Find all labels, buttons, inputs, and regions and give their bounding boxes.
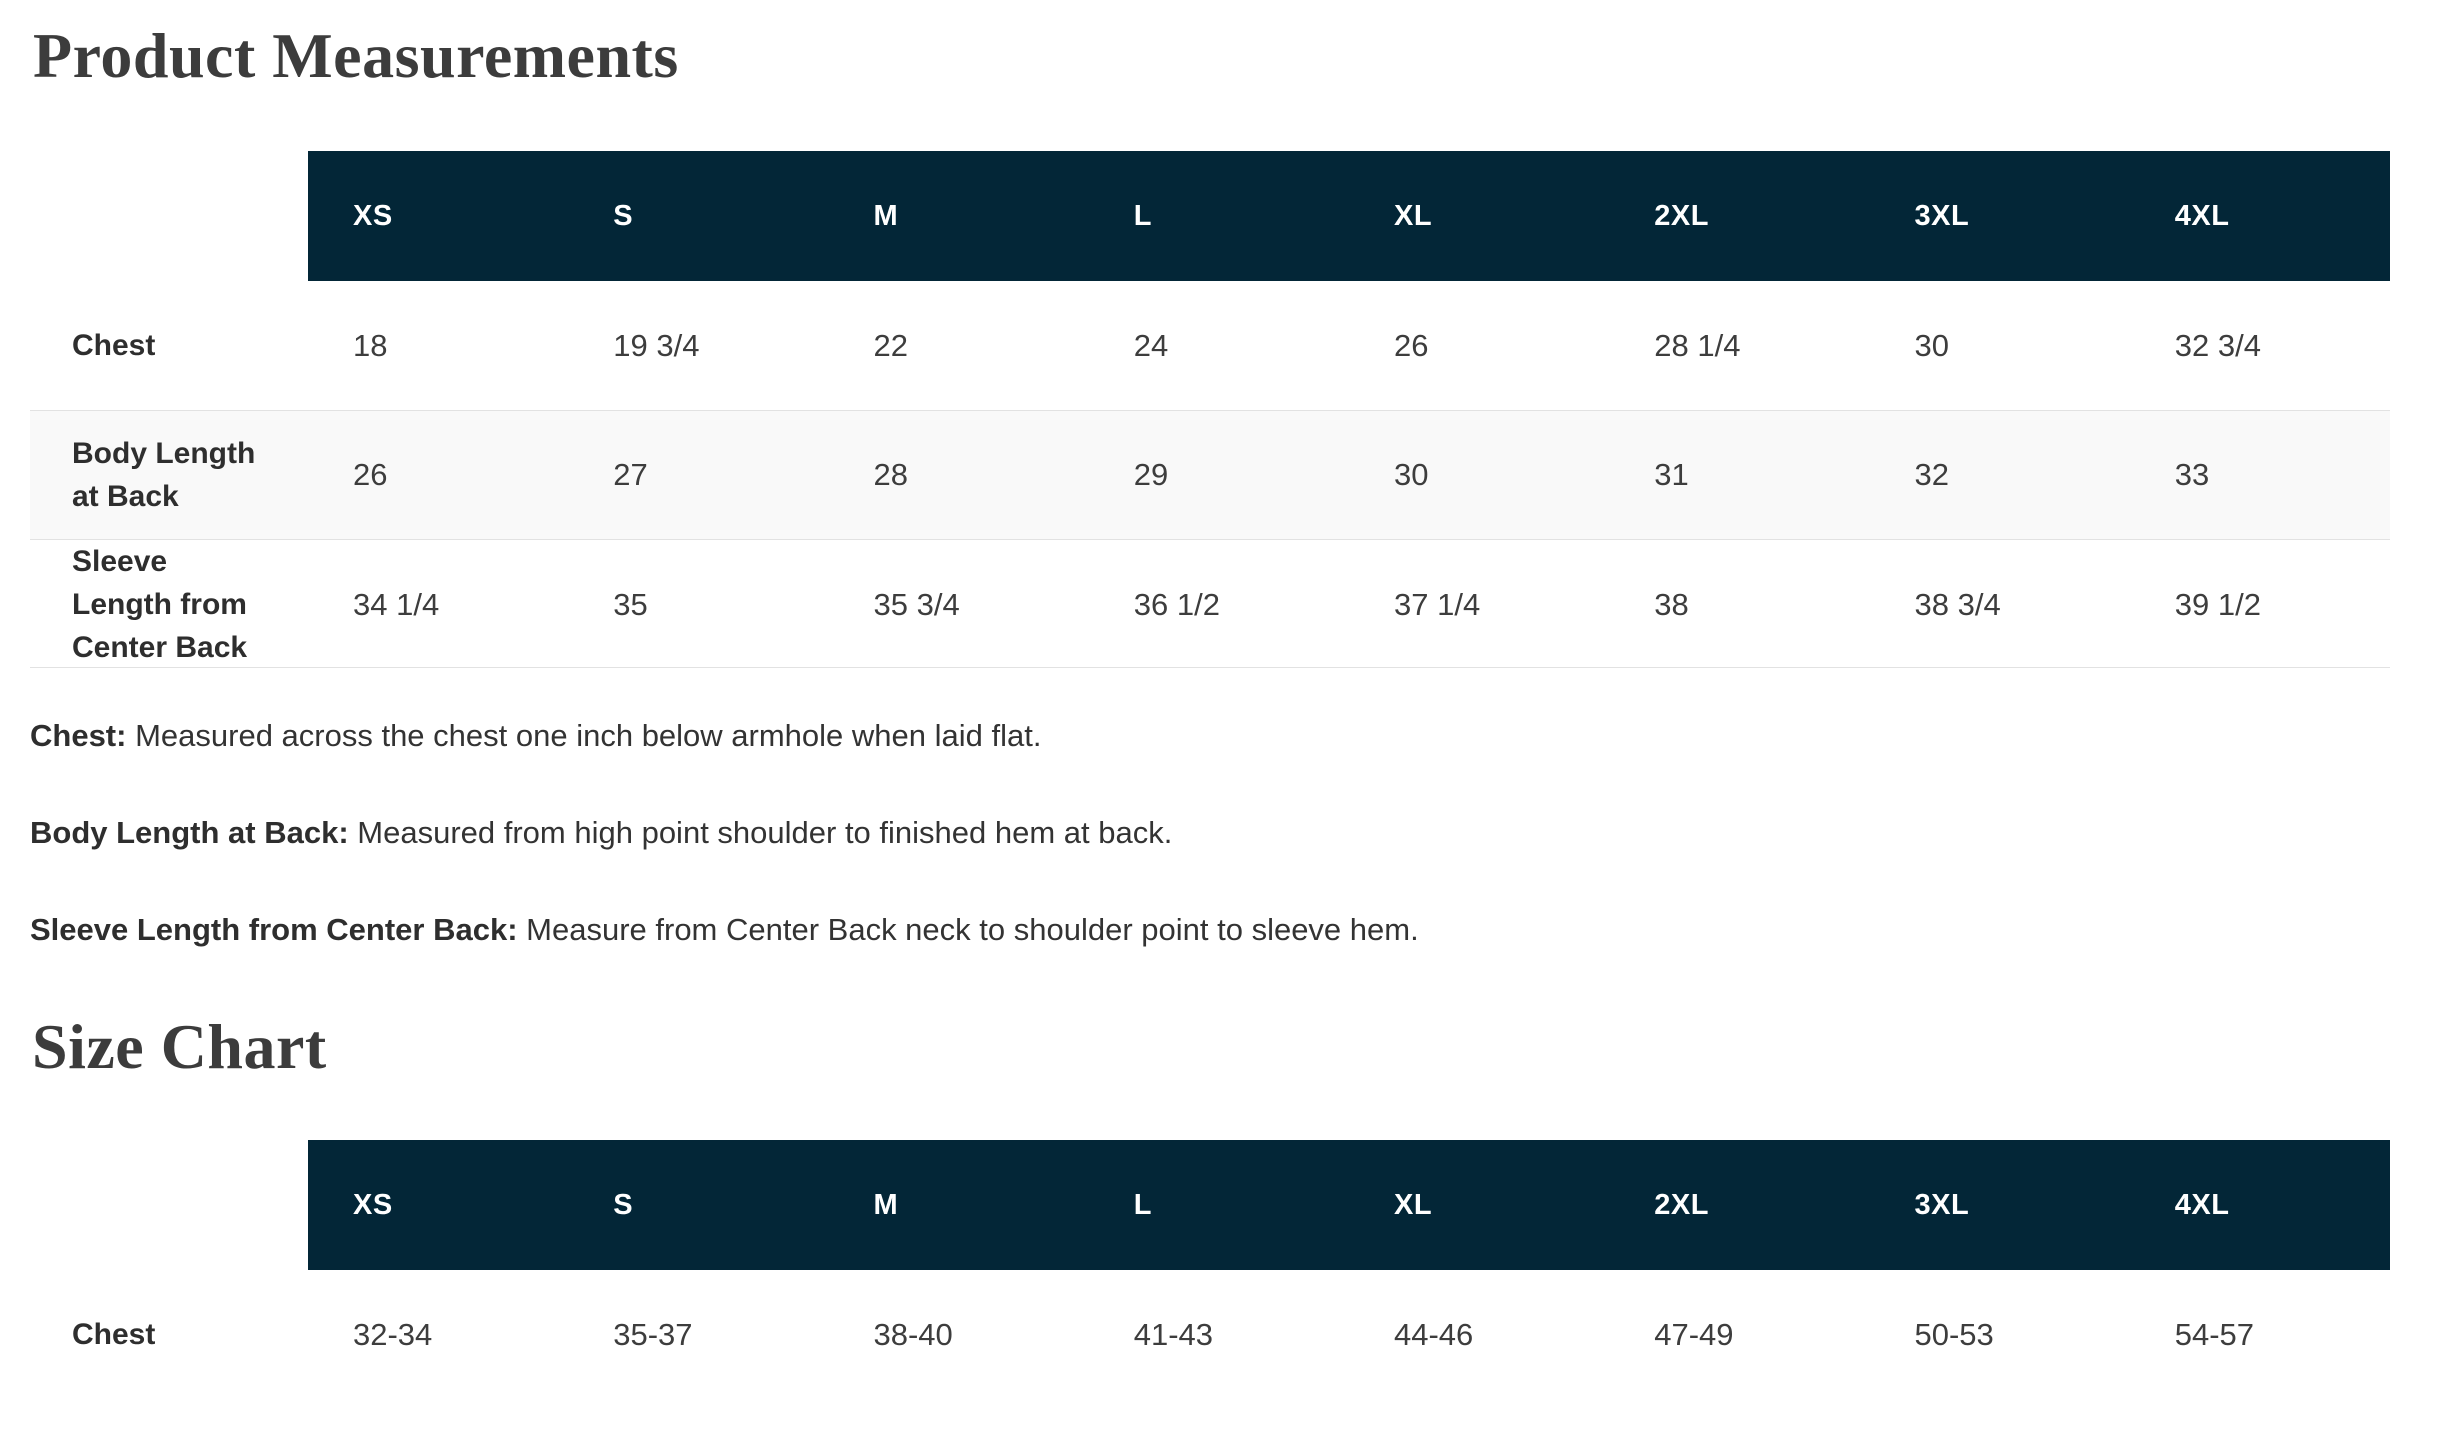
- cell-value: 44-46: [1394, 1316, 1474, 1352]
- size-column-header-2xl: 2XL: [1609, 1140, 1870, 1270]
- size-header-row: XS S M L XL 2XL 3XL 4XL: [30, 151, 2390, 281]
- cell-value: 28 1/4: [1654, 327, 1741, 363]
- note-definition: Measured from high point shoulder to fin…: [357, 815, 1173, 850]
- note-term: Body Length at Back:: [30, 815, 349, 850]
- cell-value: 35 3/4: [873, 586, 960, 622]
- note-definition: Measured across the chest one inch below…: [135, 718, 1042, 753]
- size-column-header-2xl: 2XL: [1609, 151, 1870, 281]
- size-chart-title: Size Chart: [32, 1011, 327, 1082]
- cell-value: 26: [1394, 327, 1429, 363]
- table-row-sleeve-length: Sleeve Length from Center Back 34 1/4 35…: [30, 539, 2390, 668]
- row-label: Chest: [72, 329, 156, 362]
- cell-value: 28: [873, 457, 908, 492]
- size-column-header-l: L: [1088, 151, 1349, 281]
- row-label: Chest: [72, 1318, 156, 1351]
- cell-value: 32 3/4: [2174, 327, 2261, 363]
- cell-value: 54-57: [2174, 1316, 2255, 1352]
- cell-value: 33: [2174, 457, 2210, 492]
- page-title: Product Measurements: [33, 20, 679, 91]
- size-header-row: XS S M L XL 2XL 3XL 4XL: [30, 1140, 2390, 1270]
- size-column-header-3xl: 3XL: [1869, 1140, 2130, 1270]
- size-chart-table: XS S M L XL 2XL 3XL 4XL Chest 32-34 35-3…: [30, 1140, 2390, 1399]
- note-sleeve-length: Sleeve Length from Center Back: Measure …: [30, 908, 2390, 952]
- row-label: Body Length at Back: [72, 437, 256, 513]
- cell-value: 30: [1394, 457, 1429, 492]
- cell-value: 31: [1654, 457, 1689, 492]
- measurement-notes: Chest: Measured across the chest one inc…: [30, 714, 2390, 952]
- note-definition: Measure from Center Back neck to shoulde…: [526, 912, 1419, 947]
- cell-value: 26: [353, 457, 388, 492]
- row-label: Sleeve Length from Center Back: [72, 545, 248, 664]
- table-row-chest: Chest 32-34 35-37 38-40 41-43 44-46 47-4…: [30, 1270, 2390, 1399]
- size-column-header-m: M: [828, 1140, 1089, 1270]
- size-column-header-s: S: [568, 1140, 829, 1270]
- header-corner-cell: [30, 151, 308, 281]
- cell-value: 38-40: [873, 1316, 953, 1352]
- size-column-header-3xl: 3XL: [1869, 151, 2130, 281]
- size-column-header-l: L: [1088, 1140, 1349, 1270]
- note-term: Sleeve Length from Center Back:: [30, 912, 518, 947]
- cell-value: 39 1/2: [2174, 586, 2261, 622]
- size-column-header-xs: XS: [308, 1140, 569, 1270]
- table-row-body-length: Body Length at Back 26 27 28 29 30 31 32…: [30, 410, 2390, 539]
- cell-value: 35-37: [613, 1316, 693, 1352]
- size-column-header-4xl: 4XL: [2129, 151, 2390, 281]
- cell-value: 41-43: [1133, 1316, 1214, 1352]
- note-chest: Chest: Measured across the chest one inc…: [30, 714, 2390, 758]
- cell-value: 27: [613, 457, 648, 492]
- note-body-length: Body Length at Back: Measured from high …: [30, 811, 2390, 855]
- cell-value: 37 1/4: [1394, 586, 1481, 622]
- cell-value: 36 1/2: [1133, 586, 1220, 622]
- size-guide-page: Product Measurements XS S M L XL 2XL 3XL…: [30, 20, 2390, 1399]
- header-corner-cell: [30, 1140, 308, 1270]
- cell-value: 30: [1914, 327, 1949, 363]
- cell-value: 18: [353, 327, 388, 363]
- cell-value: 32-34: [353, 1316, 433, 1352]
- size-column-header-4xl: 4XL: [2129, 1140, 2390, 1270]
- cell-value: 32: [1914, 457, 1949, 492]
- cell-value: 29: [1133, 457, 1169, 492]
- size-column-header-xl: XL: [1349, 1140, 1610, 1270]
- cell-value: 47-49: [1654, 1316, 1734, 1352]
- size-column-header-m: M: [828, 151, 1089, 281]
- cell-value: 24: [1133, 327, 1169, 363]
- product-measurements-table: XS S M L XL 2XL 3XL 4XL Chest 18 19 3/4 …: [30, 151, 2390, 668]
- size-column-header-s: S: [568, 151, 829, 281]
- table-row-chest: Chest 18 19 3/4 22 24 26 28 1/4 30 32 3/…: [30, 281, 2390, 410]
- cell-value: 34 1/4: [353, 586, 440, 622]
- size-column-header-xl: XL: [1349, 151, 1610, 281]
- note-term: Chest:: [30, 718, 127, 753]
- cell-value: 50-53: [1914, 1316, 1994, 1352]
- cell-value: 35: [613, 586, 648, 622]
- size-column-header-xs: XS: [308, 151, 569, 281]
- cell-value: 22: [873, 327, 908, 363]
- cell-value: 38: [1654, 586, 1689, 622]
- cell-value: 19 3/4: [613, 327, 700, 363]
- cell-value: 38 3/4: [1914, 586, 2001, 622]
